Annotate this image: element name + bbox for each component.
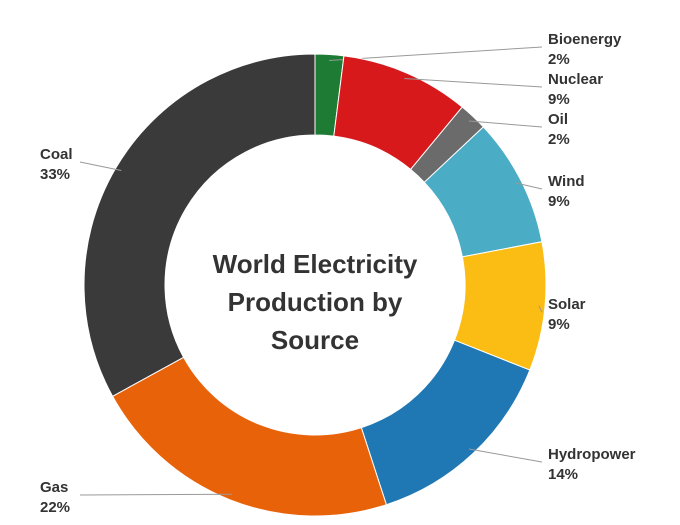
donut-slice bbox=[360, 339, 531, 506]
slice-label: Bioenergy bbox=[548, 31, 622, 48]
leader-line bbox=[404, 78, 543, 88]
slice-label: Solar bbox=[548, 296, 586, 313]
leader-line bbox=[538, 305, 543, 313]
slice-value-label: 9% bbox=[548, 91, 570, 108]
slice-value-label: 14% bbox=[548, 466, 578, 483]
leader-line bbox=[468, 120, 543, 128]
leader-line bbox=[79, 493, 233, 496]
slice-value-label: 22% bbox=[40, 499, 70, 516]
chart-title: World Electricity Production by Source bbox=[212, 249, 418, 355]
slice-value-label: 9% bbox=[548, 193, 570, 210]
donut-slice bbox=[83, 53, 316, 397]
slice-label: Coal bbox=[40, 146, 73, 163]
leader-line bbox=[515, 182, 543, 190]
slice-value-label: 2% bbox=[548, 131, 570, 148]
leader-line bbox=[79, 161, 122, 171]
donut-slice bbox=[111, 356, 388, 517]
slice-label: Nuclear bbox=[548, 71, 603, 88]
leader-line bbox=[329, 46, 543, 61]
slice-label: Oil bbox=[548, 111, 568, 128]
slice-value-label: 9% bbox=[548, 316, 570, 333]
leader-line bbox=[468, 448, 543, 463]
slice-value-label: 33% bbox=[40, 166, 70, 183]
slice-label: Wind bbox=[548, 173, 585, 190]
slice-value-label: 2% bbox=[548, 51, 570, 68]
slice-label: Gas bbox=[40, 479, 68, 496]
slice-label: Hydropower bbox=[548, 446, 636, 463]
